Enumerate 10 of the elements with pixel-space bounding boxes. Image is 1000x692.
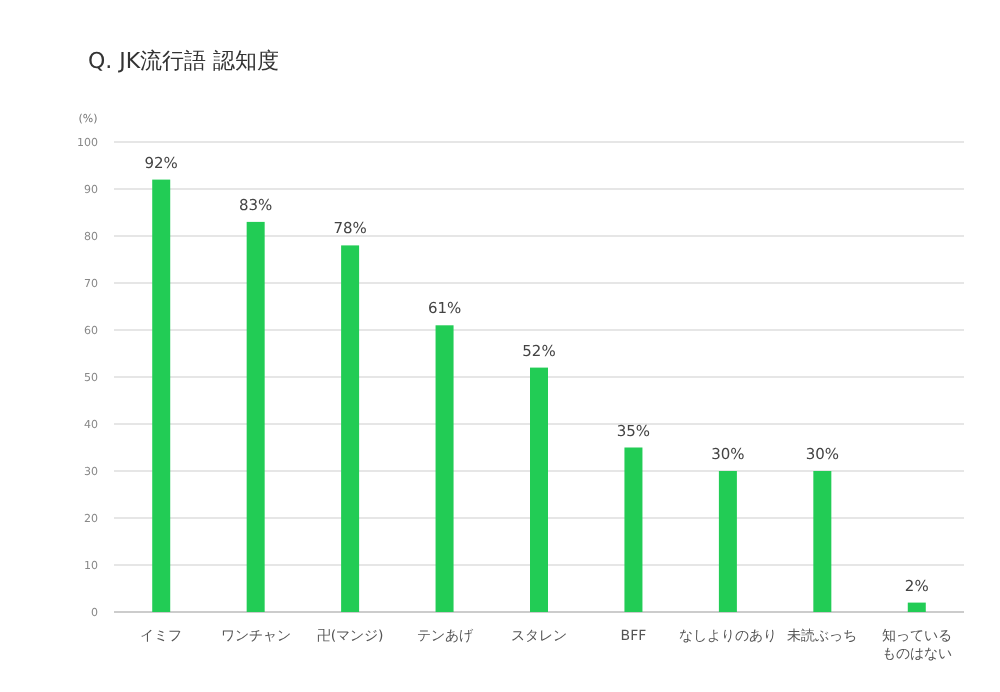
bar bbox=[435, 325, 454, 612]
bar bbox=[530, 367, 548, 612]
bar bbox=[152, 179, 171, 612]
bar bbox=[624, 447, 643, 612]
bar bbox=[907, 602, 926, 612]
bar bbox=[341, 245, 360, 612]
bar bbox=[246, 221, 265, 612]
bar bbox=[813, 471, 832, 612]
chart-title: Q. JK流行語 認知度 bbox=[88, 48, 280, 74]
bar bbox=[718, 471, 737, 612]
